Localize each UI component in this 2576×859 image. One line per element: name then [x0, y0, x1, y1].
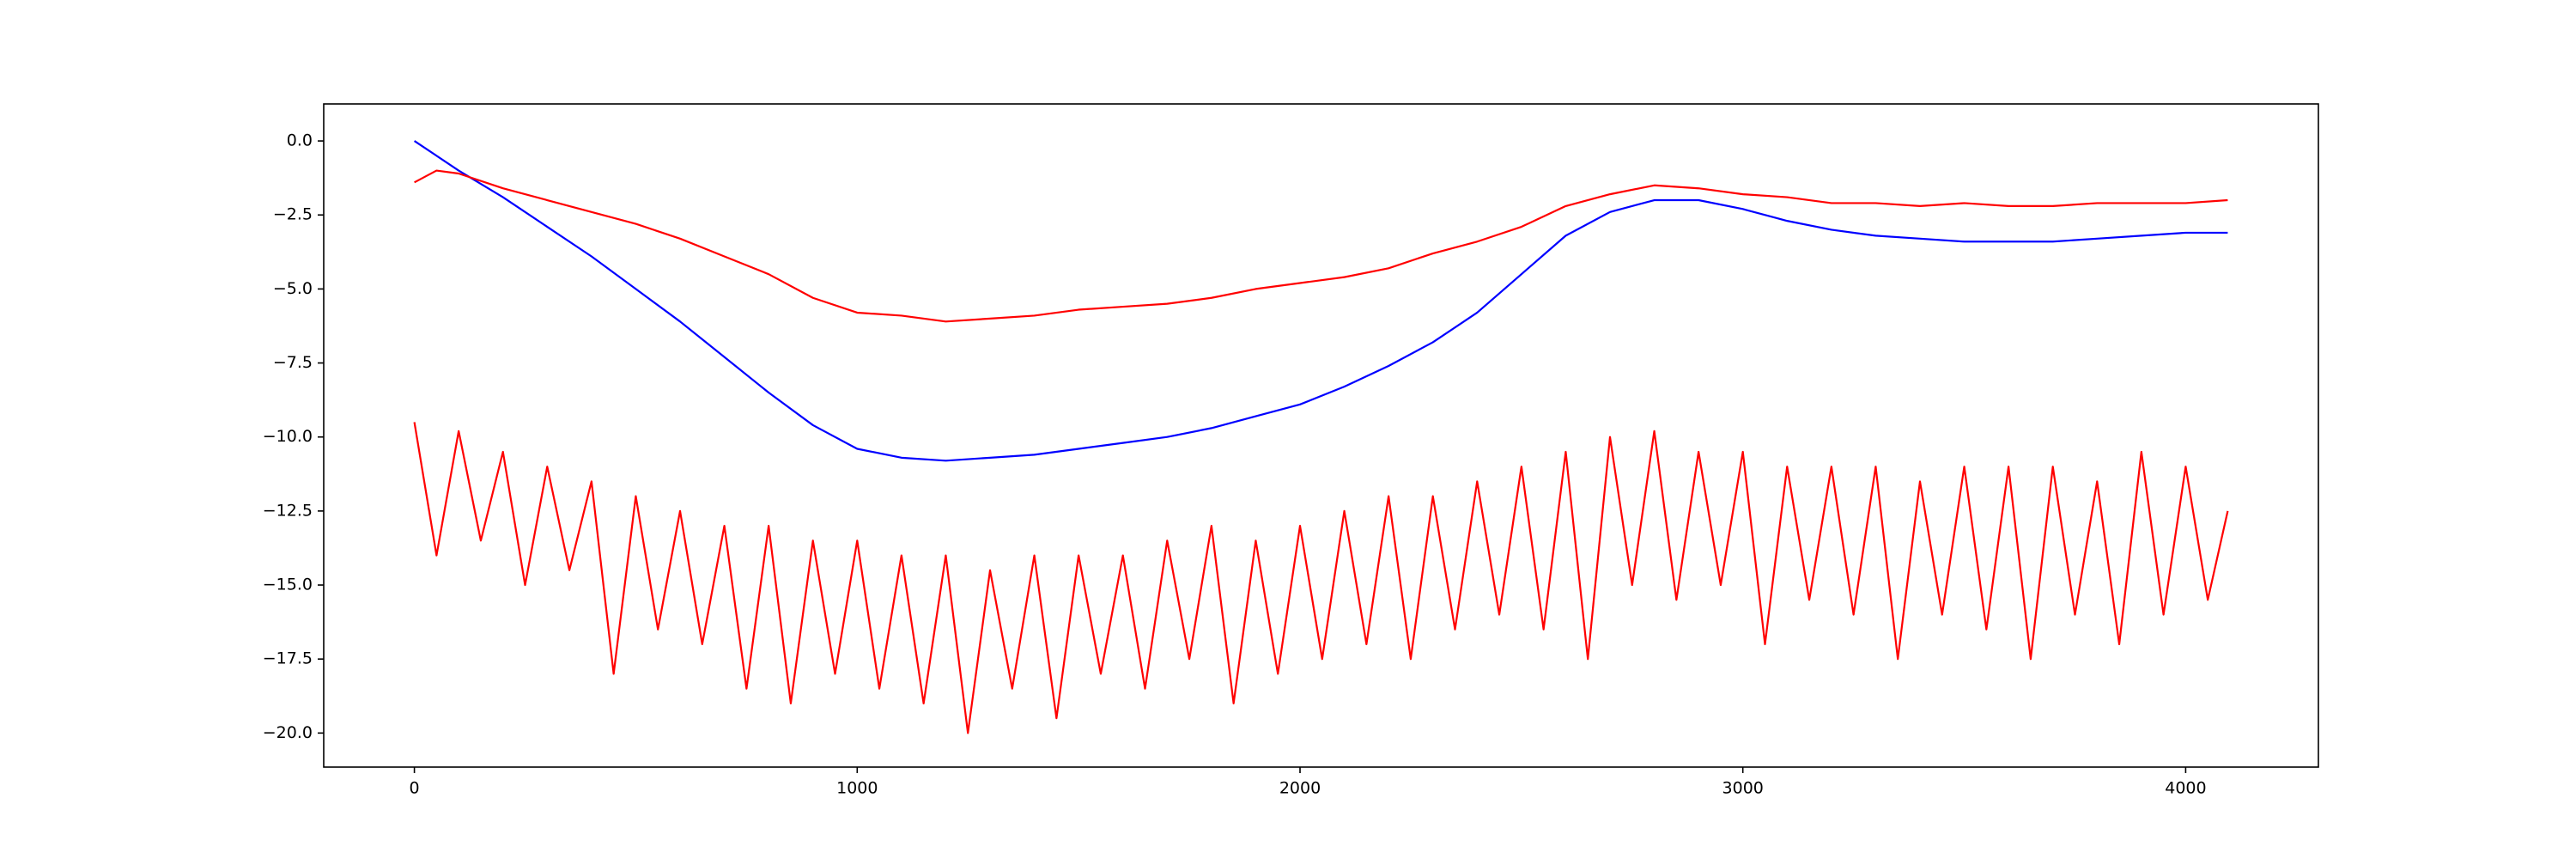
- series-line: [413, 422, 2229, 734]
- y-tick-label: −5.0: [273, 279, 313, 298]
- series-line: [414, 169, 2228, 323]
- y-tick-label: −20.0: [263, 723, 313, 742]
- y-tick-label: 0.0: [287, 131, 313, 150]
- plot-frame: [323, 103, 2319, 768]
- y-tick-label: −15.0: [263, 576, 313, 594]
- x-tick-label: 3000: [1722, 779, 1764, 798]
- series-line: [413, 140, 2228, 462]
- y-tick-label: −12.5: [263, 501, 313, 520]
- x-tick-label: 1000: [836, 779, 878, 798]
- x-tick-label: 2000: [1279, 779, 1321, 798]
- y-tick-label: −10.0: [263, 427, 313, 446]
- x-tick-label: 0: [410, 779, 420, 798]
- y-tick-label: −17.5: [263, 649, 313, 668]
- y-tick-label: −7.5: [273, 353, 313, 372]
- y-tick-label: −2.5: [273, 205, 313, 224]
- x-tick-label: 4000: [2165, 779, 2206, 798]
